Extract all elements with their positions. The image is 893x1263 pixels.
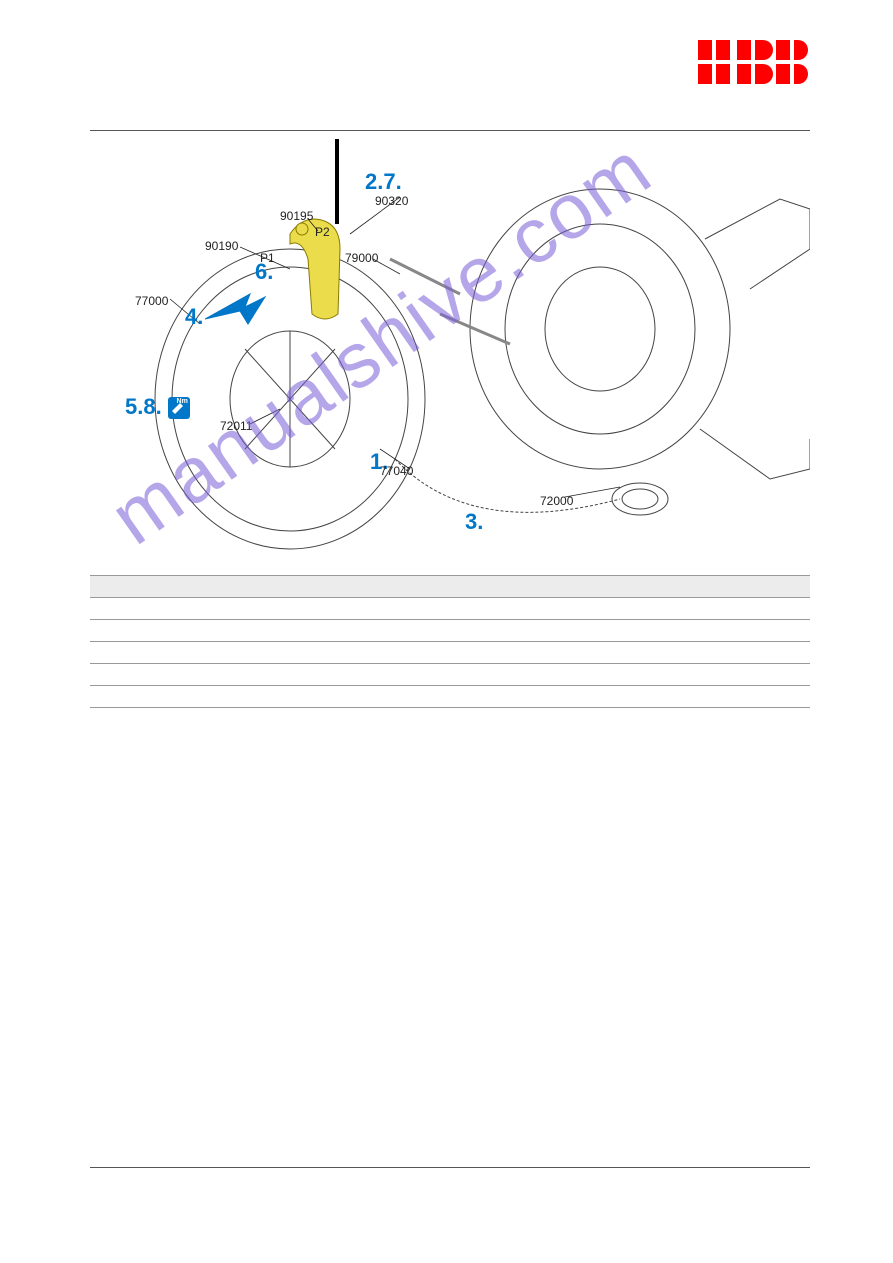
table-cell (90, 620, 450, 642)
part-label: P1 (260, 251, 275, 265)
part-label: 90320 (375, 194, 408, 208)
table-cell (450, 664, 810, 686)
part-label: 90195 (280, 209, 313, 223)
part-label: 72000 (540, 494, 573, 508)
table-header (450, 576, 810, 598)
part-label: 90190 (205, 239, 238, 253)
step-label: 5.8. (125, 394, 190, 420)
table-cell (90, 686, 450, 708)
table-header-row (90, 576, 810, 598)
step-label: 4. (185, 304, 203, 330)
step-text: 5.8. (125, 394, 162, 419)
part-label: 79000 (345, 251, 378, 265)
table-cell (450, 598, 810, 620)
part-label: 72011 (220, 419, 252, 433)
table-cell (450, 686, 810, 708)
table-cell (90, 598, 450, 620)
footer-rule (90, 1167, 810, 1168)
part-label: P2 (315, 225, 330, 239)
step-label: 2.7. (365, 169, 402, 195)
table-row (90, 620, 810, 642)
spec-table (90, 575, 810, 708)
exploded-diagram: 2.7. 6. 4. 5.8. 1. 3. 90320 90195 P2 901… (90, 139, 810, 569)
page-content: 2.7. 6. 4. 5.8. 1. 3. 90320 90195 P2 901… (90, 40, 810, 708)
table-row (90, 686, 810, 708)
table-cell (90, 664, 450, 686)
table-cell (450, 620, 810, 642)
table-row (90, 664, 810, 686)
table-row (90, 642, 810, 664)
diagram-svg (90, 139, 810, 569)
table-cell (90, 642, 450, 664)
step-label: 3. (465, 509, 483, 535)
torque-icon (168, 397, 190, 419)
part-label: 77040 (380, 464, 413, 478)
part-label: 77000 (135, 294, 168, 308)
table-cell (450, 642, 810, 664)
table-header (90, 576, 450, 598)
table-row (90, 598, 810, 620)
top-rule (90, 130, 810, 131)
